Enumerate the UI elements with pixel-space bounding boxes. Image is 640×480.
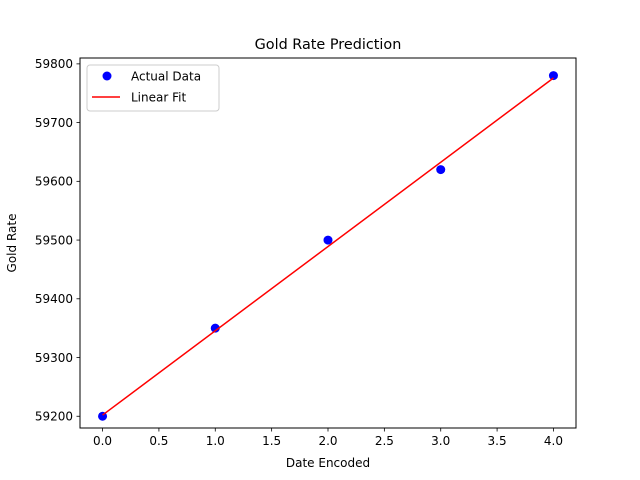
x-tick-label: 3.0 xyxy=(431,434,450,448)
y-tick-label: 59200 xyxy=(35,410,73,424)
data-point xyxy=(323,235,333,245)
x-axis-ticks: 0.0 0.5 1.0 1.5 2.0 2.5 3.0 3.5 4.0 xyxy=(93,428,563,448)
legend-label-linear-fit: Linear Fit xyxy=(131,91,186,105)
fit-line xyxy=(102,77,554,416)
x-tick-label: 0.5 xyxy=(149,434,168,448)
y-tick-label: 59500 xyxy=(35,233,73,247)
x-tick-label: 1.5 xyxy=(262,434,281,448)
data-point xyxy=(210,323,220,333)
series-layer xyxy=(98,71,558,421)
x-axis-label: Date Encoded xyxy=(286,456,370,470)
legend-marker-actual-data xyxy=(102,71,112,81)
x-tick-label: 0.0 xyxy=(93,434,112,448)
x-tick-label: 4.0 xyxy=(544,434,563,448)
y-tick-label: 59700 xyxy=(35,116,73,130)
chart-title: Gold Rate Prediction xyxy=(255,37,402,53)
x-tick-label: 2.5 xyxy=(375,434,394,448)
x-tick-label: 3.5 xyxy=(488,434,507,448)
data-point xyxy=(436,165,446,175)
x-tick-label: 2.0 xyxy=(318,434,337,448)
legend: Actual Data Linear Fit xyxy=(86,64,220,112)
y-tick-label: 59300 xyxy=(35,351,73,365)
y-tick-label: 59400 xyxy=(35,292,73,306)
y-tick-label: 59800 xyxy=(35,57,73,71)
x-tick-label: 1.0 xyxy=(206,434,225,448)
y-axis-label: Gold Rate xyxy=(5,214,19,273)
data-point xyxy=(548,71,558,81)
legend-label-actual-data: Actual Data xyxy=(131,70,201,84)
y-axis-ticks: 59200 59300 59400 59500 59600 59700 59800 xyxy=(35,57,80,424)
plot-area: 0.0 0.5 1.0 1.5 2.0 2.5 3.0 3.5 4.0 592005930059… xyxy=(35,57,577,448)
y-tick-label: 59600 xyxy=(35,175,73,189)
legend-box xyxy=(86,64,220,112)
